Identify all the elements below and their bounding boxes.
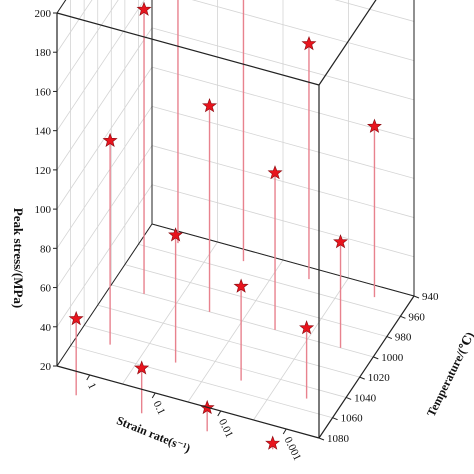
grid-line bbox=[56, 0, 145, 131]
grid-line bbox=[122, 241, 218, 385]
z-tick-label: 140 bbox=[35, 126, 52, 138]
data-point-star bbox=[136, 1, 152, 16]
box-edge bbox=[151, 223, 415, 297]
z-tick-label: 180 bbox=[35, 47, 52, 59]
tick-labels: 20 40 60 80 100 120 140 160 180 200 1 0.1 0.01 0.001 9… bbox=[35, 8, 440, 463]
data-point-star bbox=[267, 165, 283, 180]
data-point-star bbox=[168, 227, 184, 242]
y-tick-mark bbox=[318, 437, 325, 441]
box-edge bbox=[56, 12, 320, 86]
data-point-star bbox=[68, 310, 84, 326]
y-tick-mark bbox=[386, 336, 393, 340]
grid-line bbox=[56, 27, 153, 171]
grid-line bbox=[56, 0, 119, 92]
box-edge bbox=[318, 0, 377, 86]
data-point-star bbox=[233, 278, 249, 293]
x-tick-label: 0.01 bbox=[216, 417, 235, 440]
grid-lines bbox=[56, 0, 415, 439]
grid-line bbox=[56, 106, 153, 249]
y-tick-label: 1080 bbox=[327, 433, 350, 445]
box-edge bbox=[56, 223, 153, 367]
stems bbox=[75, 0, 376, 450]
y-tick-label: 1040 bbox=[354, 392, 377, 404]
y-tick-label: 1060 bbox=[341, 413, 364, 425]
grid-line bbox=[56, 66, 153, 210]
y-tick-mark bbox=[400, 315, 406, 319]
y-tick-label: 1000 bbox=[381, 352, 404, 364]
y-tick-mark bbox=[359, 376, 365, 380]
grid-line bbox=[124, 264, 387, 337]
grid-line bbox=[70, 345, 333, 419]
box-front-edges bbox=[56, 0, 415, 439]
markers bbox=[68, 1, 382, 450]
y-axis-title: Temperature/(℃) bbox=[424, 330, 474, 419]
x-axis-title: Strain rate(s⁻¹) bbox=[115, 413, 193, 455]
x-tick-label: 0.1 bbox=[151, 399, 168, 417]
y-tick-label: 940 bbox=[422, 291, 439, 303]
z-tick-label: 80 bbox=[40, 243, 52, 255]
box-edge bbox=[318, 295, 415, 439]
data-point-star bbox=[366, 118, 382, 133]
z-tick-label: 120 bbox=[35, 165, 52, 177]
z-axis-title: Peak stress/(MPa) bbox=[11, 208, 26, 308]
x-tick-label: 0.001 bbox=[282, 435, 304, 463]
data-point-star bbox=[299, 320, 315, 335]
box-edge bbox=[56, 365, 320, 439]
data-point-star bbox=[134, 360, 150, 375]
z-tick-label: 20 bbox=[40, 361, 52, 373]
x-tick-mark bbox=[86, 374, 91, 381]
box-back-edges bbox=[56, 0, 415, 367]
grid-line bbox=[334, 0, 415, 22]
data-point-star bbox=[202, 98, 218, 113]
data-point-star bbox=[102, 132, 118, 147]
grid-line bbox=[187, 259, 284, 403]
grid-line bbox=[56, 0, 67, 14]
z-tick-label: 200 bbox=[35, 8, 52, 20]
grid-line bbox=[84, 325, 347, 398]
box-edge bbox=[56, 0, 67, 14]
z-tick-label: 160 bbox=[35, 86, 52, 98]
grid-line bbox=[56, 0, 93, 53]
z-tick-label: 40 bbox=[40, 322, 52, 334]
grid-line bbox=[253, 277, 349, 421]
y-tick-label: 1020 bbox=[368, 372, 391, 384]
grid-line bbox=[138, 243, 401, 317]
y-tick-mark bbox=[413, 295, 420, 299]
y-tick-mark bbox=[345, 396, 352, 400]
data-point-star bbox=[301, 35, 317, 51]
x-tick-mark bbox=[217, 410, 222, 417]
y-tick-mark bbox=[332, 417, 338, 421]
grid-line bbox=[111, 284, 374, 358]
grid-line bbox=[56, 184, 153, 328]
grid-line bbox=[97, 304, 360, 378]
x-tick-mark bbox=[282, 428, 287, 435]
x-tick-mark bbox=[151, 392, 156, 399]
data-point-star bbox=[333, 234, 349, 249]
grid-line bbox=[56, 145, 153, 288]
z-tick-label: 100 bbox=[35, 204, 52, 216]
y-tick-mark bbox=[373, 356, 379, 360]
x-tick-label: 1 bbox=[85, 381, 98, 391]
z-tick-label: 60 bbox=[40, 283, 52, 295]
y-tick-label: 960 bbox=[408, 311, 425, 323]
data-point-star bbox=[265, 435, 281, 450]
y-tick-label: 980 bbox=[395, 332, 412, 344]
